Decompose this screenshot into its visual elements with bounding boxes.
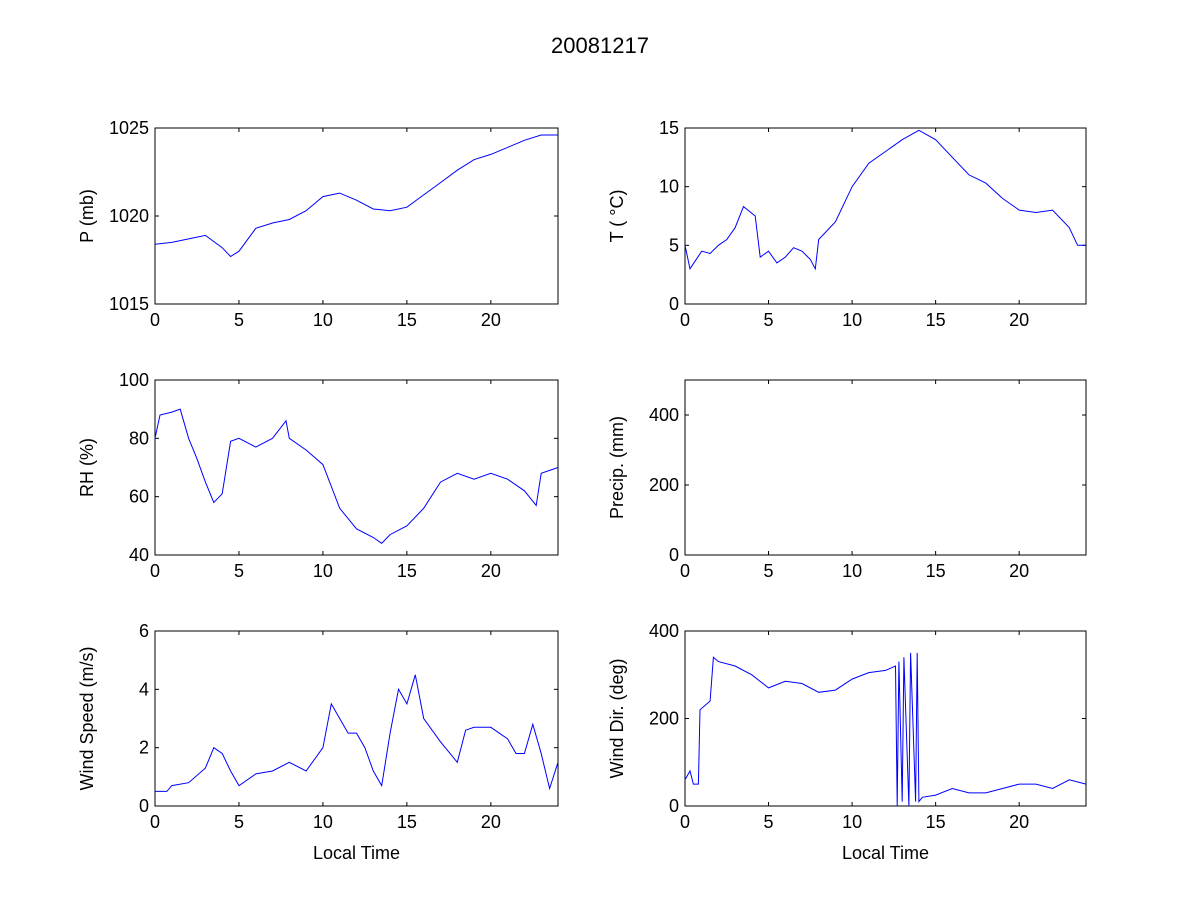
y-tick-label: 10 xyxy=(659,177,679,197)
axes-box xyxy=(154,127,559,305)
y-tick-label: 400 xyxy=(649,405,679,425)
y-tick-label: 1020 xyxy=(109,206,149,226)
y-tick-label: 400 xyxy=(649,621,679,641)
y-axis-label: Wind Dir. (deg) xyxy=(607,658,627,778)
x-tick-label: 20 xyxy=(481,812,501,832)
x-tick-label: 5 xyxy=(234,812,244,832)
x-tick-label: 15 xyxy=(926,812,946,832)
y-axis-label: P (mb) xyxy=(77,189,97,243)
x-tick-label: 0 xyxy=(680,310,690,330)
series-line-humidity xyxy=(154,408,559,544)
x-tick-label: 0 xyxy=(680,812,690,832)
y-axis-label: Precip. (mm) xyxy=(607,416,627,519)
series-line-temperature xyxy=(684,129,1086,271)
y-tick-label: 2 xyxy=(139,738,149,758)
x-tick-label: 10 xyxy=(842,310,862,330)
series-line-pressure xyxy=(154,134,558,258)
x-axis-label: Local Time xyxy=(313,843,400,863)
y-tick-label: 100 xyxy=(119,370,149,390)
x-tick-label: 5 xyxy=(764,561,774,581)
x-tick-label: 10 xyxy=(842,812,862,832)
axes-box xyxy=(684,379,1087,556)
x-tick-label: 5 xyxy=(234,561,244,581)
y-tick-label: 80 xyxy=(129,428,149,448)
x-axis-label: Local Time xyxy=(842,843,929,863)
series-line-wind-direction xyxy=(684,652,1087,807)
y-tick-label: 6 xyxy=(139,621,149,641)
subplot-temperature: 0 5 10 15 20 0 5 10 15 T ( °C) xyxy=(607,118,1087,330)
x-tick-label: 20 xyxy=(481,310,501,330)
axes-box xyxy=(154,379,559,556)
y-tick-label: 15 xyxy=(659,118,679,138)
y-axis-label: RH (%) xyxy=(77,438,97,497)
axes-box xyxy=(684,127,1087,305)
y-tick-label: 0 xyxy=(669,796,679,816)
x-tick-label: 20 xyxy=(1009,310,1029,330)
x-tick-label: 10 xyxy=(313,310,333,330)
y-tick-label: 5 xyxy=(669,235,679,255)
x-tick-label: 15 xyxy=(397,812,417,832)
y-tick-label: 40 xyxy=(129,545,149,565)
x-tick-label: 5 xyxy=(234,310,244,330)
subplot-humidity: 0 5 10 15 20 40 60 80 100 RH (%) xyxy=(77,370,559,581)
y-tick-label: 0 xyxy=(669,545,679,565)
x-tick-label: 10 xyxy=(313,812,333,832)
y-tick-label: 200 xyxy=(649,709,679,729)
y-tick-label: 4 xyxy=(139,679,149,699)
x-tick-label: 15 xyxy=(397,310,417,330)
x-tick-label: 0 xyxy=(150,812,160,832)
x-tick-label: 15 xyxy=(397,561,417,581)
axes-box xyxy=(154,630,559,807)
x-tick-label: 0 xyxy=(680,561,690,581)
axes-box xyxy=(684,630,1087,807)
x-tick-label: 5 xyxy=(764,310,774,330)
series-line-wind-speed xyxy=(155,674,559,792)
y-tick-label: 0 xyxy=(669,294,679,314)
x-tick-label: 20 xyxy=(481,561,501,581)
y-tick-label: 0 xyxy=(139,796,149,816)
y-tick-label: 60 xyxy=(129,487,149,507)
x-tick-label: 5 xyxy=(764,812,774,832)
x-tick-label: 0 xyxy=(150,561,160,581)
figure-title: 20081217 xyxy=(551,33,649,58)
x-tick-label: 20 xyxy=(1009,812,1029,832)
subplot-wind-speed: 0 5 10 15 20 0 2 4 6 Wind Speed (m/s) Local Time xyxy=(77,621,559,863)
y-axis-label: T ( °C) xyxy=(607,190,627,243)
y-tick-label: 1025 xyxy=(109,118,149,138)
x-tick-label: 0 xyxy=(150,310,160,330)
y-tick-label: 200 xyxy=(649,475,679,495)
x-tick-label: 10 xyxy=(313,561,333,581)
x-tick-label: 10 xyxy=(842,561,862,581)
x-tick-label: 15 xyxy=(926,310,946,330)
y-tick-label: 1015 xyxy=(109,294,149,314)
x-tick-label: 20 xyxy=(1009,561,1029,581)
y-axis-label: Wind Speed (m/s) xyxy=(77,646,97,790)
x-tick-label: 15 xyxy=(926,561,946,581)
